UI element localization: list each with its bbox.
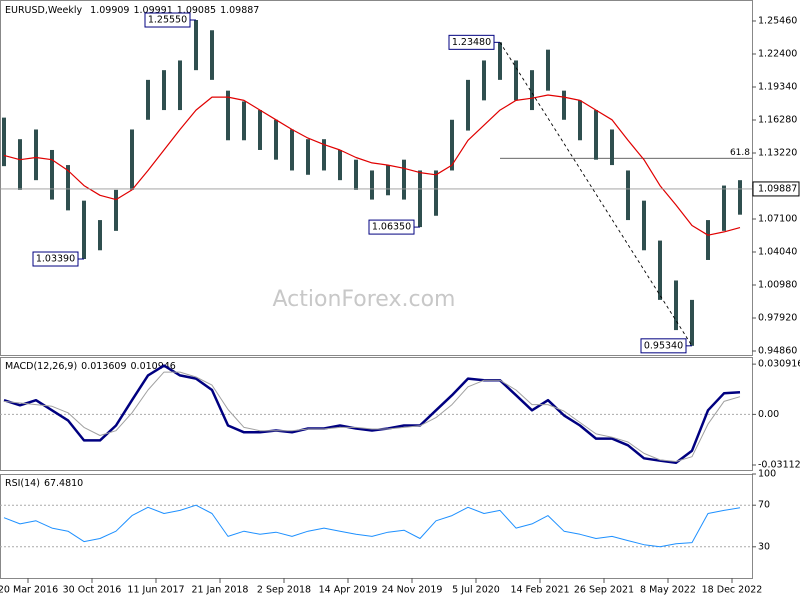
x-tick-label: 24 Nov 2019 (382, 585, 443, 596)
y-tick-label: 1.16280 (758, 114, 797, 125)
x-tick-label: 8 May 2022 (640, 585, 696, 596)
ohlc-low: 1.09085 (177, 5, 216, 16)
annotation-label: 0.95340 (644, 340, 683, 351)
y-tick-label: 0.94860 (758, 346, 797, 357)
y-tick-label: 1.00980 (758, 280, 797, 291)
y-tick-label: 0.00 (758, 409, 779, 420)
annotation-box (640, 338, 687, 354)
last-price-box (752, 181, 800, 197)
y-tick-label: 70 (758, 500, 770, 511)
readout: 0.013609 (81, 361, 126, 372)
indicator: RSI(14) (5, 478, 40, 489)
indicator: MACD(12,26,9) (5, 361, 77, 372)
y-tick-label: -0.031124 (758, 459, 800, 470)
x-tick-label: 18 Dec 2022 (702, 585, 763, 596)
x-tick-label: 11 Jun 2017 (127, 585, 184, 596)
pane-title: MACD(12,26,9) 0.013609 0.010946 (5, 361, 176, 372)
ohlc-open: 1.09909 (90, 5, 129, 16)
series-line (3, 364, 741, 465)
annotation-box (448, 34, 495, 50)
annotation-box (32, 251, 79, 267)
y-tick-label: 1.07100 (758, 213, 797, 224)
fib-label: 61.8 (730, 148, 750, 158)
price-pane (0, 0, 753, 356)
x-tick-label: 30 Oct 2016 (63, 585, 122, 596)
readout: 0.010946 (131, 361, 176, 372)
series-line (3, 504, 741, 548)
pane-title: RSI(14) 67.4810 (5, 478, 83, 489)
y-tick-label: 0.97920 (758, 313, 797, 324)
series-line (3, 94, 741, 236)
y-tick-label: 100 (758, 469, 776, 480)
y-tick-label: 1.22400 (758, 48, 797, 59)
ohlc-high: 1.09991 (133, 5, 172, 16)
last-price-label: 1.09887 (758, 183, 797, 194)
y-tick-label: 30 (758, 541, 770, 552)
x-tick-label: 5 Jul 2020 (452, 585, 500, 596)
x-tick-label: 21 Jan 2018 (192, 585, 249, 596)
chart-title: EURUSD,Weekly 1.09909 1.09991 1.09085 1.0988… (5, 5, 259, 16)
x-tick-label: 14 Apr 2019 (319, 585, 378, 596)
symbol: EURUSD,Weekly (5, 5, 83, 16)
annotation-label: 1.03390 (36, 254, 75, 265)
x-tick-label: 26 Sep 2021 (574, 585, 634, 596)
annotation-label: 1.06350 (372, 222, 411, 233)
watermark: ActionForex.com (273, 287, 456, 312)
annotation-box (368, 219, 415, 235)
y-tick-label: 1.25460 (758, 15, 797, 26)
y-tick-label: 0.030916 (758, 359, 800, 370)
y-tick-label: 1.13220 (758, 147, 797, 158)
readout: 67.4810 (44, 478, 83, 489)
annotation-label: 1.25550 (148, 15, 187, 26)
ohlc-close: 1.09887 (220, 5, 259, 16)
x-tick-label: 14 Feb 2021 (510, 585, 569, 596)
y-tick-label: 1.04040 (758, 247, 797, 258)
x-tick-label: 20 Mar 2016 (0, 585, 58, 596)
x-tick-label: 2 Sep 2018 (257, 585, 311, 596)
y-tick-label: 1.19340 (758, 81, 797, 92)
annotation-label: 1.23480 (452, 37, 491, 48)
rsi-pane (0, 474, 753, 579)
annotation-box (144, 12, 191, 28)
series-line (3, 371, 741, 462)
